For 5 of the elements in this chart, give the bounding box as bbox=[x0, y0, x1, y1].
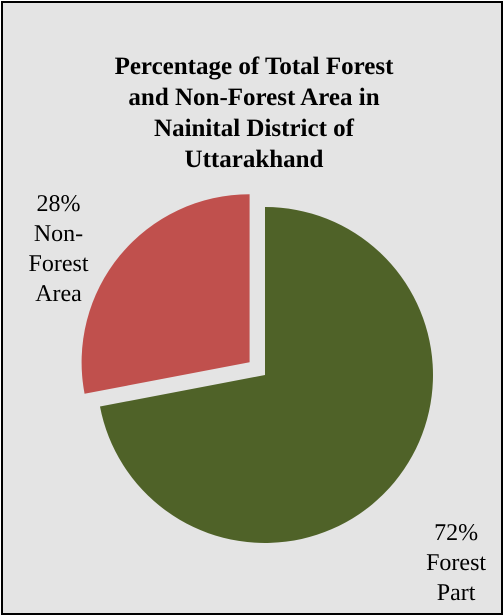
data-label: 72% bbox=[434, 520, 478, 546]
slice-label: Forest Part bbox=[426, 550, 486, 606]
slice-label: Non-Forest Area bbox=[28, 221, 89, 308]
data-label: 28% bbox=[36, 191, 80, 218]
chart-title: Percentage of Total Forest and Non-Forest Area in Nainital District of Uttarakhand bbox=[114, 53, 394, 173]
